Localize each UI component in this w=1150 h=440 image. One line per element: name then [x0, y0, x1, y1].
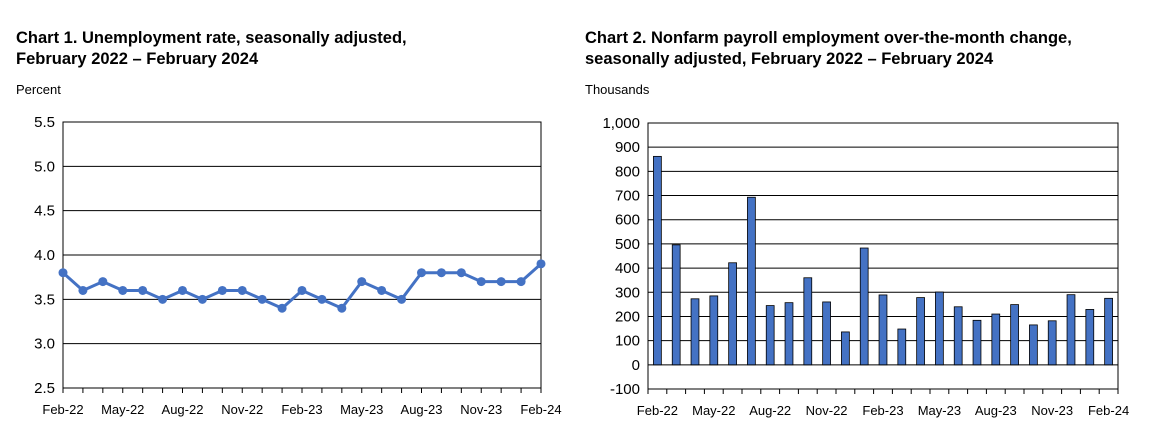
y-tick-label: 5.0	[34, 158, 55, 175]
data-point	[436, 268, 446, 278]
x-tick-label: May-22	[692, 403, 735, 418]
bar	[841, 331, 850, 366]
x-tick-label: Aug-23	[401, 402, 443, 417]
bar	[653, 155, 662, 366]
y-tick-label: 4.5	[34, 203, 55, 220]
y-tick-label: 0	[632, 357, 640, 374]
data-point	[257, 294, 267, 304]
data-point	[317, 294, 327, 304]
bar	[803, 277, 813, 366]
data-point	[476, 277, 486, 287]
bar	[1085, 309, 1095, 366]
bar	[1029, 324, 1038, 366]
chart1-title-line2: February 2022 – February 2024	[16, 50, 259, 68]
y-tick-label: 200	[615, 308, 640, 325]
chart2-title-line2: seasonally adjusted, February 2022 – Feb…	[585, 50, 994, 68]
y-tick-label: 1,000	[602, 115, 640, 132]
bar	[953, 306, 963, 366]
bar	[897, 328, 907, 366]
data-point	[496, 277, 506, 287]
x-tick-label: Aug-23	[975, 403, 1017, 418]
y-tick-label: 100	[615, 333, 640, 350]
bar	[728, 262, 737, 366]
chart1-y-unit-label: Percent	[16, 82, 61, 97]
x-tick-label: Nov-23	[1031, 403, 1073, 418]
data-point	[78, 285, 88, 295]
bar	[709, 295, 719, 366]
bar	[916, 297, 925, 366]
bar	[690, 298, 700, 366]
x-tick-label: Feb-22	[42, 402, 83, 417]
chart1-title-line1: Chart 1. Unemployment rate, seasonally a…	[16, 29, 407, 47]
bar	[859, 247, 869, 366]
y-tick-label: 500	[615, 236, 640, 253]
data-point	[118, 285, 128, 295]
bar	[1047, 320, 1057, 366]
data-point	[277, 303, 287, 313]
y-tick-label: 300	[615, 284, 640, 301]
bar	[747, 196, 756, 366]
x-tick-label: Feb-24	[1088, 403, 1129, 418]
x-tick-label: Feb-23	[862, 403, 903, 418]
y-tick-label: 600	[615, 212, 640, 229]
data-point	[516, 277, 526, 287]
y-tick-label: 2.5	[34, 380, 55, 397]
x-tick-label: Aug-22	[162, 402, 204, 417]
data-point	[297, 285, 307, 295]
bar	[878, 294, 888, 366]
bar	[1010, 304, 1019, 366]
x-tick-label: Feb-22	[637, 403, 678, 418]
bar	[822, 301, 831, 366]
bar	[765, 305, 775, 366]
x-tick-label: May-22	[101, 402, 144, 417]
data-point	[397, 294, 407, 304]
chart2-title: Chart 2. Nonfarm payroll employment over…	[585, 28, 1072, 70]
bar	[1066, 294, 1076, 366]
bar	[784, 302, 794, 366]
bar	[991, 313, 1001, 366]
x-tick-label: Nov-22	[806, 403, 848, 418]
x-tick-label: Nov-23	[460, 402, 502, 417]
x-tick-label: May-23	[340, 402, 383, 417]
data-point	[536, 259, 546, 269]
y-tick-label: 5.5	[34, 114, 55, 131]
data-point	[337, 303, 347, 313]
data-point	[217, 285, 227, 295]
chart2-title-line1: Chart 2. Nonfarm payroll employment over…	[585, 29, 1072, 47]
data-point	[237, 285, 247, 295]
y-tick-label: 4.0	[34, 247, 55, 264]
x-tick-label: Feb-23	[281, 402, 322, 417]
x-tick-label: May-23	[918, 403, 961, 418]
plot-border	[647, 122, 1119, 390]
bar	[935, 291, 944, 366]
y-tick-label: 800	[615, 163, 640, 180]
data-point	[197, 294, 207, 304]
bar	[1104, 297, 1113, 366]
chart2-y-unit-label: Thousands	[585, 82, 650, 97]
chart1-title: Chart 1. Unemployment rate, seasonally a…	[16, 28, 407, 70]
data-point	[178, 285, 187, 295]
y-tick-label: 3.5	[34, 291, 55, 308]
data-point	[58, 268, 68, 278]
x-tick-label: Feb-24	[520, 402, 561, 417]
y-tick-label: -100	[610, 381, 640, 398]
data-point	[377, 285, 387, 295]
x-tick-label: Nov-22	[221, 402, 263, 417]
data-point	[456, 268, 466, 278]
y-tick-label: 700	[615, 188, 640, 205]
data-point	[158, 294, 168, 304]
data-point	[98, 277, 108, 287]
bar	[671, 244, 681, 366]
data-point	[357, 277, 367, 287]
y-tick-label: 400	[615, 260, 640, 277]
data-point	[417, 268, 426, 278]
y-tick-label: 3.0	[34, 336, 55, 353]
y-tick-label: 900	[615, 139, 640, 156]
bar	[972, 319, 982, 366]
x-tick-label: Aug-22	[749, 403, 791, 418]
data-point	[138, 285, 148, 295]
